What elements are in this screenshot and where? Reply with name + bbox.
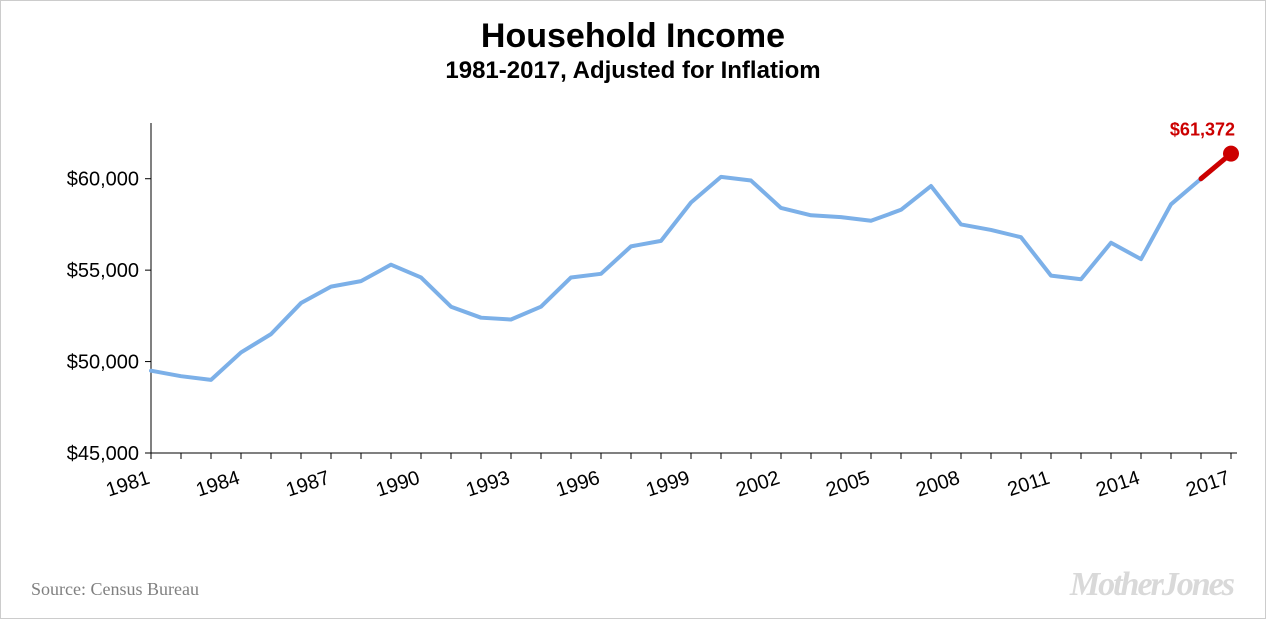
chart-title: Household Income — [31, 19, 1235, 55]
x-tick-label: 1993 — [463, 467, 512, 502]
x-tick-label: 1981 — [103, 467, 152, 502]
x-tick-label: 2014 — [1093, 467, 1142, 502]
line-chart-svg: $45,000 $50,000 $55,000 $60,000 1981 1984 1987… — [31, 113, 1261, 523]
x-tick-label: 1999 — [643, 467, 692, 502]
chart-container: Household Income 1981-2017, Adjusted for… — [0, 0, 1266, 619]
x-tick-label: 2002 — [733, 467, 782, 502]
x-tick-label: 2017 — [1183, 467, 1232, 502]
x-tick-label: 2008 — [913, 467, 962, 502]
x-tick-label: 1990 — [373, 467, 422, 502]
x-tick-label: 2011 — [1005, 467, 1053, 501]
y-tick-label: $45,000 — [67, 443, 139, 465]
y-tick-label: $50,000 — [67, 351, 139, 373]
x-tick-label: 1984 — [193, 467, 242, 502]
highlight-marker — [1223, 145, 1239, 161]
source-caption: Source: Census Bureau — [31, 579, 199, 600]
x-tick-label: 1996 — [553, 467, 602, 502]
y-tick-label: $55,000 — [67, 260, 139, 282]
y-tick-label: $60,000 — [67, 168, 139, 190]
plot-area: $45,000 $50,000 $55,000 $60,000 1981 1984 1987… — [31, 113, 1235, 528]
watermark-logo: MotherJones — [1070, 566, 1233, 604]
x-tick-label: 1987 — [283, 467, 332, 502]
x-tick-label: 2005 — [823, 467, 872, 502]
income-line — [151, 153, 1231, 379]
chart-subtitle: 1981-2017, Adjusted for Inflatiom — [31, 57, 1235, 85]
highlight-label: $61,372 — [1170, 119, 1235, 139]
